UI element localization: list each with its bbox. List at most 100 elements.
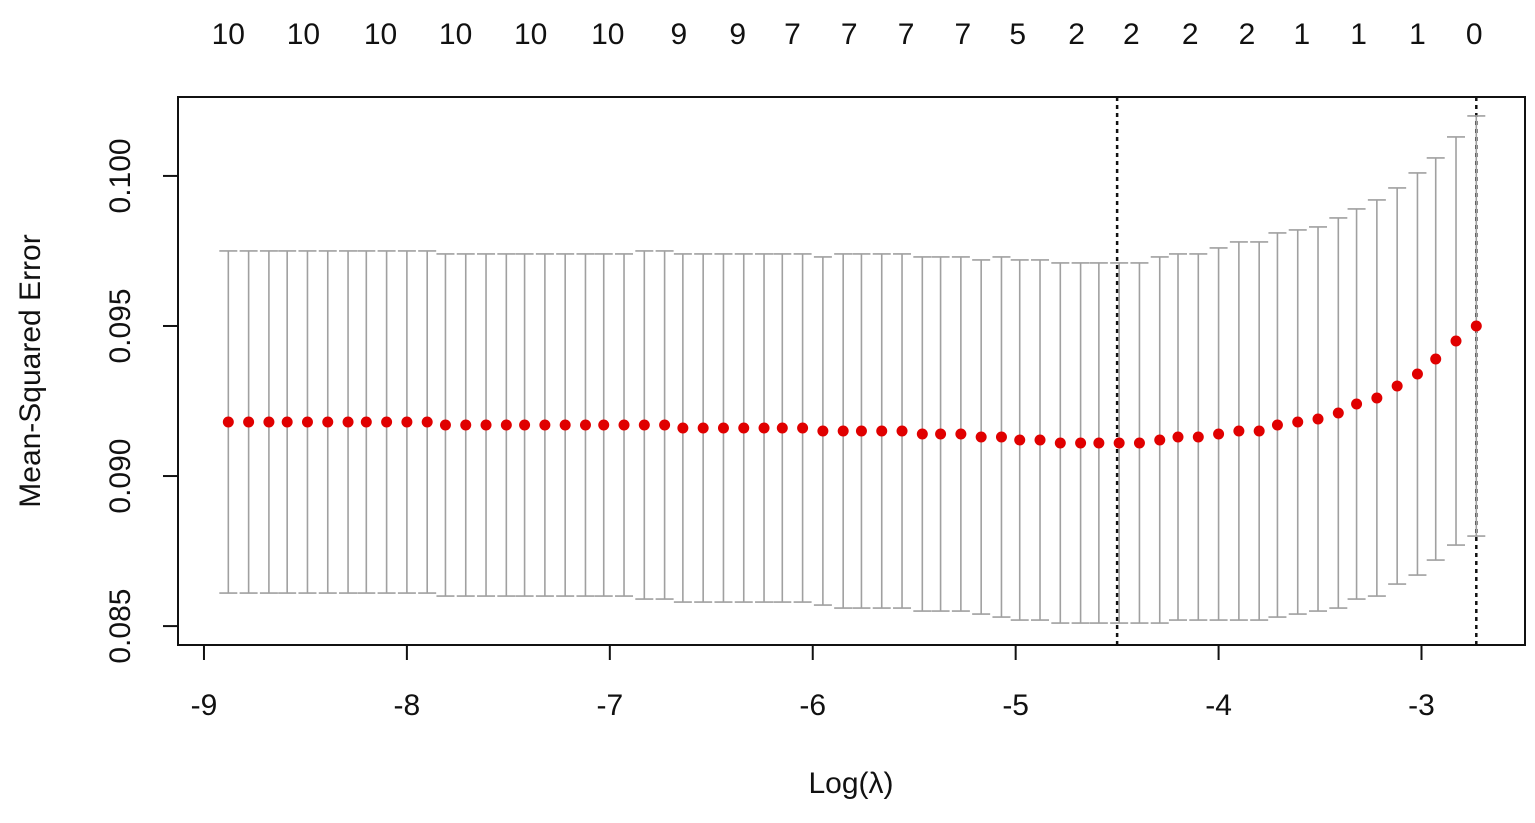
point <box>222 416 234 428</box>
point <box>301 416 313 428</box>
point <box>263 416 275 428</box>
point <box>995 431 1007 443</box>
x-tick-label: -5 <box>1002 689 1029 722</box>
y-tick-label: 0.085 <box>104 589 137 664</box>
top-count-label: 2 <box>1123 18 1140 51</box>
top-count-label: 5 <box>1009 18 1026 51</box>
point <box>817 425 829 437</box>
top-count-label: 7 <box>784 18 801 51</box>
point <box>776 422 788 434</box>
point <box>1075 437 1087 449</box>
top-count-label: 7 <box>841 18 858 51</box>
point <box>677 422 689 434</box>
point <box>1450 335 1462 347</box>
point <box>1430 353 1442 365</box>
top-count-label: 10 <box>364 18 397 51</box>
x-axis-label: Log(λ) <box>808 767 893 800</box>
point <box>1054 437 1066 449</box>
point <box>1213 428 1225 440</box>
point <box>480 419 492 431</box>
point <box>1470 320 1482 332</box>
point <box>935 428 947 440</box>
y-tick-label: 0.090 <box>104 438 137 513</box>
top-count-label: 10 <box>514 18 547 51</box>
x-tick-label: -3 <box>1408 689 1435 722</box>
point <box>618 419 630 431</box>
point <box>439 419 451 431</box>
point <box>281 416 293 428</box>
point <box>1411 368 1423 380</box>
y-axis-label: Mean-Squared Error <box>14 234 47 507</box>
point <box>717 422 729 434</box>
point <box>797 422 809 434</box>
point <box>1312 413 1324 425</box>
point <box>559 419 571 431</box>
top-count-label: 1 <box>1409 18 1426 51</box>
top-count-label: 2 <box>1239 18 1256 51</box>
point <box>1192 431 1204 443</box>
point <box>579 419 591 431</box>
point <box>598 419 610 431</box>
point <box>243 416 255 428</box>
point <box>539 419 551 431</box>
point <box>360 416 372 428</box>
y-tick-label: 0.095 <box>104 288 137 363</box>
top-count-label: 7 <box>955 18 972 51</box>
point <box>1133 437 1145 449</box>
point <box>322 416 334 428</box>
point <box>1034 434 1046 446</box>
point <box>1391 380 1403 392</box>
point <box>758 422 770 434</box>
point <box>1172 431 1184 443</box>
point <box>896 425 908 437</box>
top-count-label: 1 <box>1293 18 1310 51</box>
point <box>460 419 472 431</box>
point <box>955 428 967 440</box>
point <box>1014 434 1026 446</box>
point <box>1351 398 1363 410</box>
point <box>1371 392 1383 404</box>
point <box>1271 419 1283 431</box>
x-tick-label: -9 <box>191 689 218 722</box>
point <box>421 416 433 428</box>
x-tick-label: -8 <box>394 689 421 722</box>
top-count-label: 9 <box>729 18 746 51</box>
point <box>1292 416 1304 428</box>
point <box>401 416 413 428</box>
point <box>381 416 393 428</box>
y-tick-label: 0.100 <box>104 138 137 213</box>
point <box>975 431 987 443</box>
plot-frame <box>177 96 1526 646</box>
point <box>837 425 849 437</box>
top-count-label: 10 <box>439 18 472 51</box>
point <box>659 419 671 431</box>
point <box>638 419 650 431</box>
point <box>1154 434 1166 446</box>
point <box>519 419 531 431</box>
top-count-label: 10 <box>287 18 320 51</box>
point <box>738 422 750 434</box>
point <box>1233 425 1245 437</box>
point <box>1113 437 1125 449</box>
point <box>1332 407 1344 419</box>
top-count-label: 10 <box>591 18 624 51</box>
top-count-label: 1 <box>1350 18 1367 51</box>
top-count-label: 2 <box>1068 18 1085 51</box>
top-count-label: 10 <box>212 18 245 51</box>
x-tick-label: -7 <box>596 689 623 722</box>
x-tick-label: -4 <box>1205 689 1232 722</box>
point <box>342 416 354 428</box>
top-count-label: 9 <box>670 18 687 51</box>
top-count-label: 7 <box>898 18 915 51</box>
point <box>855 425 867 437</box>
x-tick-label: -6 <box>799 689 826 722</box>
point <box>1093 437 1105 449</box>
top-count-label: 0 <box>1466 18 1483 51</box>
point <box>916 428 928 440</box>
point <box>1253 425 1265 437</box>
top-count-label: 2 <box>1182 18 1199 51</box>
point <box>500 419 512 431</box>
point <box>876 425 888 437</box>
point <box>697 422 709 434</box>
